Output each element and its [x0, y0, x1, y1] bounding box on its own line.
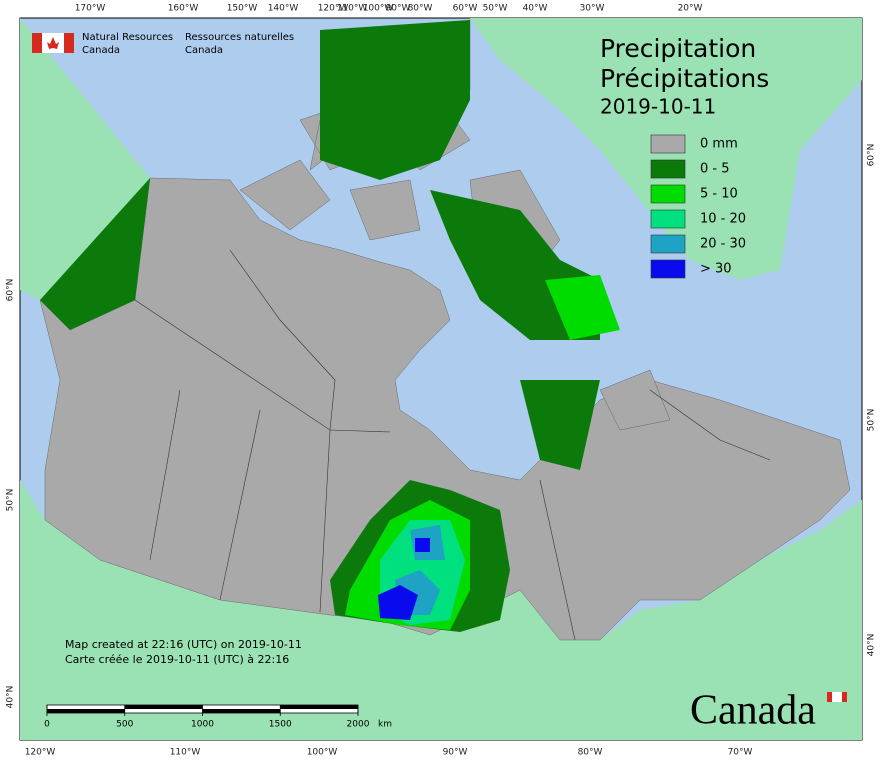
legend-label: 5 - 10 — [700, 187, 738, 202]
legend-swatch — [650, 209, 686, 229]
title: Precipitation — [600, 34, 756, 63]
map-note: Carte créée le 2019-10-11 (UTC) à 22:16 — [65, 653, 289, 666]
united-states — [20, 480, 862, 740]
hudson-bay — [400, 360, 540, 470]
longitude-label: 150°W — [227, 4, 258, 14]
legend-swatch — [650, 159, 686, 179]
scale-bar: 0 500 1000 1500 2000 km — [44, 704, 392, 730]
longitude-label: 100°W — [307, 748, 338, 758]
dept-name: Natural Resources — [82, 32, 173, 43]
latitude-label: 50°N — [6, 489, 16, 512]
longitude-label: 20°W — [678, 4, 703, 14]
longitude-label: 50°W — [483, 4, 508, 14]
legend: 0 mm 0 - 5 5 - 10 10 - 20 20 - 30 > 30 — [650, 134, 746, 279]
canada-wordmark: Canada — [690, 688, 816, 734]
scale-segment — [280, 705, 358, 709]
longitude-label: 30°W — [580, 4, 605, 14]
flag-field — [832, 692, 842, 702]
longitude-label: 120°W — [318, 4, 349, 14]
scale-segment — [202, 709, 281, 713]
legend-label: 0 - 5 — [700, 162, 730, 177]
nrcan-signature: Natural Resources Canada Ressources natu… — [32, 32, 294, 56]
dept-name: Ressources naturelles — [185, 32, 294, 43]
scale-label: 0 — [44, 720, 50, 730]
flag-bar — [842, 692, 847, 702]
graticule-labels: 170°W 160°W 150°W 140°W 120°W110°W100°W90°W8… — [6, 4, 877, 758]
precip-0-5 — [40, 178, 150, 330]
legend-swatch — [650, 184, 686, 204]
provincial-borders — [134, 249, 771, 641]
date: 2019-10-11 — [600, 95, 716, 119]
scale-label: 500 — [116, 720, 133, 730]
longitude-label: 140°W — [268, 4, 299, 14]
longitude-label: 110°W — [337, 4, 368, 14]
precip-over-30 — [378, 538, 430, 620]
legend-swatch — [650, 259, 686, 279]
longitude-label: 160°W — [168, 4, 199, 14]
wordmark: Canada — [690, 688, 847, 734]
precip-0-5 — [320, 20, 470, 180]
longitude-label: 110°W — [170, 748, 201, 758]
dept-name: Canada — [82, 45, 120, 56]
legend-label: 0 mm — [700, 137, 738, 152]
latitude-label: 60°N — [867, 144, 877, 167]
scale-label: 1500 — [269, 720, 292, 730]
longitude-label: 70°W — [728, 748, 753, 758]
scale-label: 1000 — [191, 720, 214, 730]
maple-leaf — [47, 37, 59, 49]
legend-swatch — [650, 134, 686, 154]
scale-unit: km — [378, 720, 392, 730]
precip-0-5 — [520, 380, 600, 470]
longitude-label: 80°W — [408, 4, 433, 14]
scale-label: 2000 — [347, 720, 370, 730]
scale-segment — [47, 709, 125, 713]
longitude-label: 40°W — [523, 4, 548, 14]
newfoundland — [599, 369, 671, 431]
precipitation — [40, 20, 620, 632]
title: Précipitations — [600, 64, 769, 93]
longitude-label: 120°W — [25, 748, 56, 758]
longitude-label: 90°W — [386, 4, 411, 14]
latitude-label: 50°N — [867, 409, 877, 432]
longitude-label: 100°W — [363, 4, 394, 14]
legend-label: 20 - 30 — [700, 237, 746, 252]
legend-swatch — [650, 234, 686, 254]
flag-bar — [64, 33, 74, 53]
latitude-label: 40°N — [6, 686, 16, 709]
flag-bar — [32, 33, 42, 53]
precip-5-10 — [545, 275, 620, 340]
map-note: Map created at 22:16 (UTC) on 2019-10-11 — [65, 638, 302, 651]
longitude-label: 60°W — [453, 4, 478, 14]
latitude-label: 60°N — [6, 279, 16, 302]
dept-name: Canada — [185, 45, 223, 56]
flag-bar — [827, 692, 832, 702]
latitude-label: 40°N — [867, 634, 877, 657]
border-lines — [134, 249, 771, 641]
scale-segment — [124, 705, 203, 709]
longitude-label: 80°W — [578, 748, 603, 758]
longitude-label: 170°W — [75, 4, 106, 14]
longitude-label: 90°W — [443, 748, 468, 758]
legend-label: > 30 — [700, 262, 732, 277]
legend-label: 10 - 20 — [700, 212, 746, 227]
